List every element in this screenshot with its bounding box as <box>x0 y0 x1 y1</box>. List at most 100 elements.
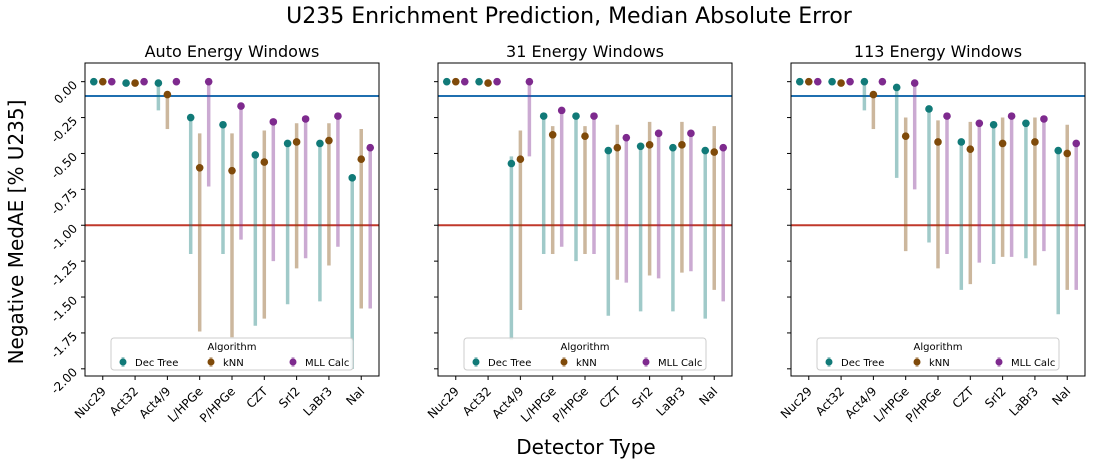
x-tick-label: LaBr3 <box>301 384 336 419</box>
data-point <box>1063 149 1072 158</box>
data-point <box>604 146 613 155</box>
data-point <box>998 139 1007 148</box>
data-point <box>154 79 163 87</box>
x-tick-label: P/HPGe <box>197 384 238 425</box>
legend-label: kNN <box>576 358 597 369</box>
panels: Auto Energy Windows0.00-0.25-0.50-0.75-1… <box>48 42 1086 425</box>
data-point <box>613 143 622 152</box>
legend-label: MLL Calc <box>658 358 702 369</box>
legend-title: Algorithm <box>561 342 610 353</box>
data-point <box>507 159 516 168</box>
x-tick-label: SrI2 <box>982 384 1009 411</box>
data-point <box>622 133 631 142</box>
data-point <box>669 143 677 152</box>
data-point <box>1040 115 1048 123</box>
data-point <box>460 77 469 86</box>
legend-label: kNN <box>223 358 244 369</box>
data-point <box>878 77 887 86</box>
legend-marker <box>825 358 833 366</box>
x-tick-label: NaI <box>696 384 720 408</box>
data-point <box>795 77 804 86</box>
legend: Algorithm Dec Tree kNN MLL Calc <box>816 337 1060 371</box>
data-point <box>590 112 598 120</box>
panel-title: Auto Energy Windows <box>145 42 320 61</box>
x-tick-label: P/HPGe <box>903 384 944 425</box>
legend-marker <box>207 358 215 366</box>
x-tick-label: P/HPGe <box>550 384 591 425</box>
legend-label: MLL Calc <box>305 358 349 369</box>
y-tick-label: 0.00 <box>51 78 80 107</box>
axes-frame <box>790 62 1086 377</box>
data-point <box>484 79 492 87</box>
x-tick-label: LaBr3 <box>1007 384 1042 419</box>
data-point <box>204 77 213 86</box>
y-tick-label: -1.25 <box>48 257 80 289</box>
data-point <box>186 113 195 122</box>
data-point <box>557 106 566 115</box>
y-tick-label: -0.75 <box>48 186 80 218</box>
axes-frame <box>437 62 733 377</box>
y-tick-label: -0.25 <box>48 114 80 146</box>
data-point <box>316 139 324 148</box>
x-tick-label: Act32 <box>107 384 141 418</box>
data-point <box>846 77 854 86</box>
data-point <box>442 77 451 86</box>
data-point <box>687 129 695 138</box>
legend-marker <box>472 358 480 366</box>
data-point <box>860 77 869 86</box>
data-point <box>301 115 310 123</box>
chart-panel-1: Auto Energy Windows0.00-0.25-0.50-0.75-1… <box>48 42 380 425</box>
data-point <box>475 77 483 86</box>
data-point <box>228 166 236 175</box>
data-point <box>837 79 845 87</box>
data-point <box>1054 146 1063 155</box>
panel-title: 31 Energy Windows <box>506 42 664 61</box>
data-point <box>1072 139 1081 148</box>
legend: Algorithm Dec Tree kNN MLL Calc <box>110 337 354 371</box>
data-point <box>334 112 342 120</box>
x-tick-label: CZT <box>950 384 977 411</box>
legend: Algorithm Dec Tree kNN MLL Calc <box>463 337 707 371</box>
data-point <box>98 77 107 86</box>
legend-label: Dec Tree <box>488 358 531 369</box>
data-point <box>636 142 645 151</box>
chart-panel-2: 31 Energy WindowsNuc29Act32Act4/9L/HPGeP… <box>425 42 733 425</box>
data-point <box>901 132 910 141</box>
data-point <box>251 151 260 159</box>
data-point <box>283 139 292 148</box>
legend-marker <box>995 358 1003 366</box>
data-point <box>892 83 901 92</box>
data-point <box>943 112 951 120</box>
data-point <box>910 79 919 87</box>
data-point <box>678 141 686 149</box>
data-point <box>195 164 204 172</box>
legend-label: MLL Calc <box>1011 358 1055 369</box>
legend-label: Dec Tree <box>841 358 884 369</box>
y-tick-label: -0.50 <box>48 150 80 182</box>
data-point <box>581 132 589 141</box>
legend-marker <box>642 358 650 366</box>
data-point <box>493 77 501 86</box>
x-tick-label: Nuc29 <box>72 384 109 421</box>
data-point <box>989 120 998 129</box>
data-point <box>451 77 460 86</box>
data-point <box>516 155 525 163</box>
figure-ylabel: Negative MedAE [% U235] <box>4 100 28 365</box>
data-point <box>260 158 269 166</box>
data-point <box>131 79 139 87</box>
data-point <box>357 155 366 163</box>
data-point <box>572 112 580 120</box>
data-point <box>925 105 933 113</box>
x-tick-label: Nuc29 <box>778 384 815 421</box>
axes-frame <box>84 62 380 377</box>
panel-title: 113 Energy Windows <box>854 42 1022 61</box>
data-point <box>934 138 942 146</box>
legend-label: kNN <box>929 358 950 369</box>
data-point <box>539 112 548 120</box>
data-point <box>348 174 357 182</box>
y-tick-label: -1.00 <box>48 221 80 253</box>
figure-xlabel: Detector Type <box>516 435 655 459</box>
x-tick-label: Nuc29 <box>425 384 462 421</box>
data-point <box>107 77 116 86</box>
legend-label: Dec Tree <box>135 358 178 369</box>
